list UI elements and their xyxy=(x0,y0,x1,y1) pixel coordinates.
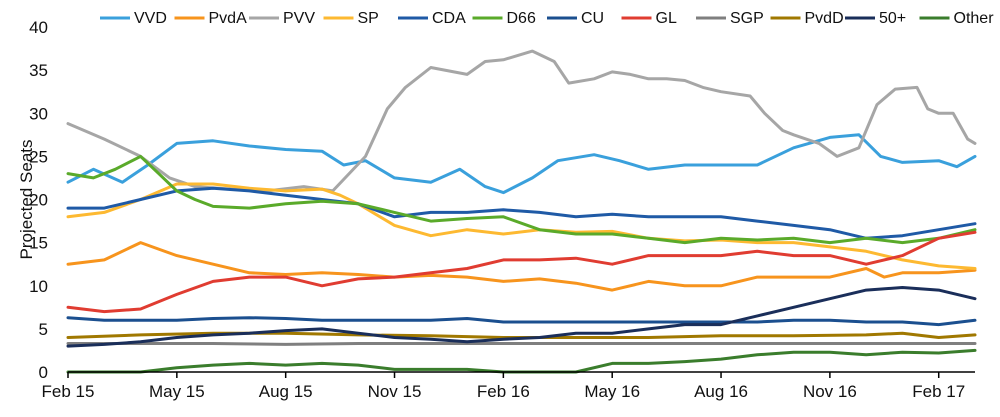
y-tick-label: 15 xyxy=(29,234,48,253)
legend-item-gl: GL xyxy=(621,10,677,27)
y-axis-ticks: 0 5 10 15 20 25 30 35 40 xyxy=(29,18,48,382)
series-line-50- xyxy=(66,286,977,348)
y-axis-title: Projected Seats xyxy=(17,139,36,259)
series-line-cu xyxy=(66,316,977,327)
legend: VVD PvdA PVV SP CDA D66 CU GL SGP PvdD 50+ Other xyxy=(100,10,994,27)
legend-item-sp: SP xyxy=(323,10,379,27)
x-axis-ticks: Feb 15 May 15 Aug 15 Nov 15 Feb 16 May 16 Aug … xyxy=(42,372,965,401)
legend-item-pvdd: PvdD xyxy=(770,10,844,27)
x-tick-label: Feb 15 xyxy=(42,382,95,401)
legend-item-pvv: PVV xyxy=(249,10,315,27)
series-line-pvv xyxy=(66,49,977,193)
legend-label: SP xyxy=(358,10,379,27)
legend-label: CDA xyxy=(432,10,466,27)
legend-label: PVV xyxy=(283,10,315,27)
x-tick-label: Feb 17 xyxy=(912,382,965,401)
series-line-vvd xyxy=(66,133,977,195)
series-line-other xyxy=(66,348,977,374)
series-line-sp xyxy=(66,182,977,270)
y-tick-label: 25 xyxy=(29,147,48,166)
legend-item-other: Other xyxy=(919,10,995,27)
legend-label: 50+ xyxy=(879,10,906,27)
legend-item-50-: 50+ xyxy=(845,10,906,27)
series-line-d66 xyxy=(66,154,977,245)
legend-label: PvdA xyxy=(209,10,248,27)
legend-label: GL xyxy=(656,10,677,27)
series-lines xyxy=(66,49,977,374)
x-tick-label: Nov 16 xyxy=(803,382,857,401)
x-tick-label: Nov 15 xyxy=(368,382,422,401)
legend-item-cda: CDA xyxy=(398,10,466,27)
legend-item-cu: CU xyxy=(547,10,604,27)
legend-label: Other xyxy=(954,10,995,27)
legend-item-sgp: SGP xyxy=(696,10,764,27)
series-line-gl xyxy=(66,230,977,314)
y-tick-label: 30 xyxy=(29,104,48,123)
series-line-cda xyxy=(66,186,977,240)
y-tick-label: 10 xyxy=(29,277,48,296)
series-line-sgp xyxy=(66,342,977,346)
legend-label: PvdD xyxy=(805,10,844,27)
x-tick-label: May 15 xyxy=(149,382,205,401)
legend-label: CU xyxy=(581,10,604,27)
legend-item-d66: D66 xyxy=(472,10,536,27)
y-tick-label: 40 xyxy=(29,18,48,37)
legend-label: SGP xyxy=(730,10,764,27)
legend-label: VVD xyxy=(134,10,167,27)
x-tick-label: Aug 16 xyxy=(694,382,748,401)
x-tick-label: Aug 15 xyxy=(259,382,313,401)
y-tick-label: 0 xyxy=(39,363,48,382)
legend-item-pvda: PvdA xyxy=(174,10,248,27)
legend-label: D66 xyxy=(507,10,536,27)
x-tick-label: May 16 xyxy=(584,382,640,401)
y-tick-label: 5 xyxy=(39,320,48,339)
series-line-pvda xyxy=(66,241,977,292)
y-tick-label: 35 xyxy=(29,61,48,80)
x-tick-label: Feb 16 xyxy=(477,382,530,401)
y-tick-label: 20 xyxy=(29,191,48,210)
legend-item-vvd: VVD xyxy=(100,10,167,27)
